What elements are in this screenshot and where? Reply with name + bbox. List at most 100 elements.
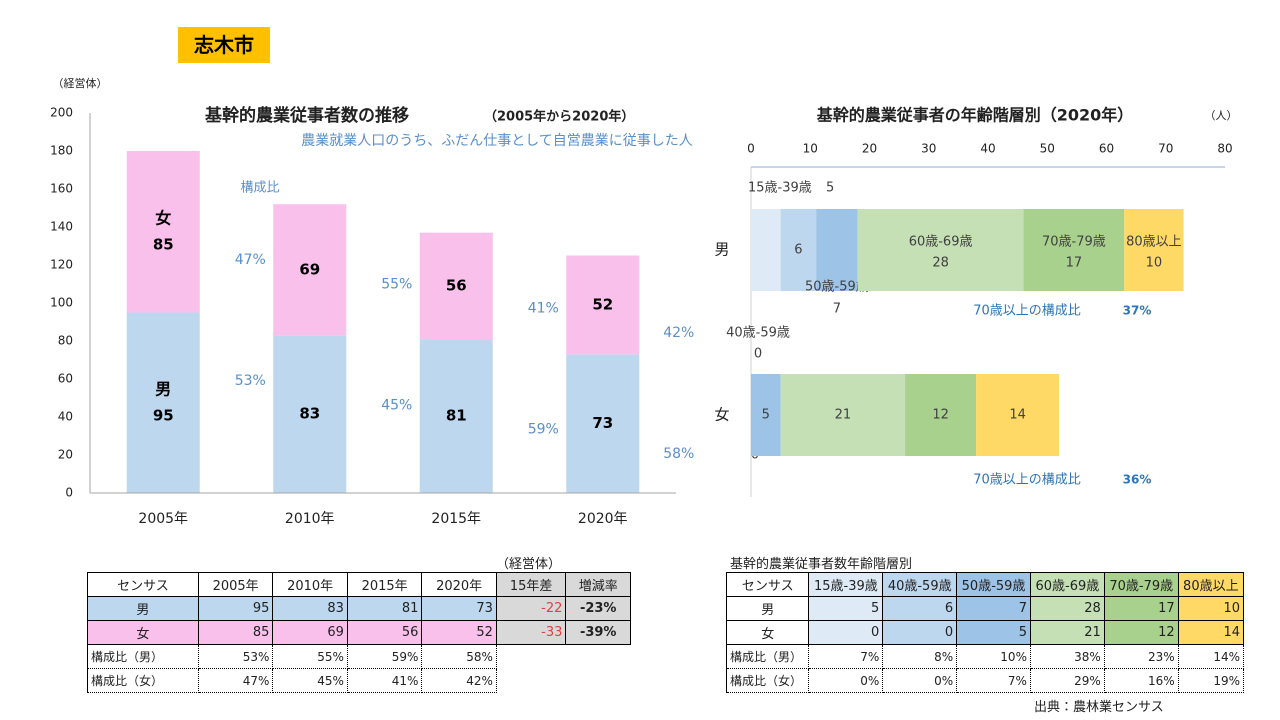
header-cell: 15歳-39歳 [808, 572, 884, 597]
bar-segment [566, 354, 640, 493]
y-tick-label: 120 [50, 258, 73, 272]
header-cell: 60歳-69歳 [1029, 572, 1105, 597]
y-tick-label: 160 [50, 182, 73, 196]
header-cell: 増減率 [565, 572, 631, 597]
x-tick-label: 0 [747, 142, 755, 156]
x-tick-label: 60 [1099, 142, 1114, 156]
table-cell: 12 [1103, 620, 1179, 645]
segment-value-label: 73 [592, 414, 613, 432]
chart-title: 基幹的農業従事者の年齢階層別（2020年） [816, 106, 1134, 125]
segment-value-label: 85 [153, 235, 174, 253]
table-cell: 14 [1177, 620, 1245, 645]
table-row: 構成比（男） 7% 8% 10% 38% 23% 14% [725, 644, 1245, 669]
table-cell: 6 [882, 596, 958, 621]
y-tick-label: 20 [58, 448, 73, 462]
header-cell: 15年差 [495, 572, 567, 597]
table: センサス 2005年 2010年 2015年 2020年 15年差 増減率男 95 83 81 73… [87, 572, 631, 693]
segment-series-label: 70歳-79歳 [1042, 235, 1106, 250]
table-cell: 0 [808, 620, 884, 645]
table-cell: 0% [882, 668, 958, 693]
table-cell: 83 [272, 596, 348, 621]
table-row: 構成比（女） 47% 45% 41% 42% [87, 668, 631, 693]
bar-segment [857, 209, 1024, 291]
table-cell: 構成比（男） [87, 644, 199, 669]
x-tick-label: 80 [1217, 142, 1232, 156]
table-row: 女 85 69 56 52 -33 -39% [87, 620, 631, 645]
table-cell: -23% [565, 596, 631, 621]
table: センサス 15歳-39歳 40歳-59歳 50歳-59歳 60歳-69歳 70歳-79歳 8… [725, 572, 1245, 693]
table-cell: 42% [421, 668, 497, 693]
share-label: 41% [528, 301, 559, 317]
share-label: 53% [235, 373, 266, 389]
annotation: 70歳以上の構成比 [973, 473, 1081, 488]
table-row: 構成比（男） 53% 55% 59% 58% [87, 644, 631, 669]
y-tick-label: 男 [714, 241, 729, 259]
header-cell: センサス [725, 572, 810, 597]
table-cell: 5 [808, 596, 884, 621]
table-cell: 0% [808, 668, 884, 693]
bar-segment [273, 204, 347, 336]
segment-value-label: 17 [1066, 256, 1083, 271]
annotation: 70歳以上の構成比 [973, 304, 1081, 319]
table-cell: 男 [725, 596, 810, 621]
share-label: 42% [663, 325, 694, 341]
share-label: 47% [235, 252, 266, 268]
table-cell: 95 [197, 596, 274, 621]
segment-value-label: 5 [826, 181, 834, 196]
table-caption: （経営体） [496, 557, 562, 572]
header-cell: 70歳-79歳 [1103, 572, 1179, 597]
table-cell: 47% [197, 668, 274, 693]
x-tick-label: 10 [803, 142, 818, 156]
segment-value-label: 83 [299, 405, 320, 423]
source: 出典：農林業センサス [1034, 700, 1164, 715]
chart-subtitle: （2005年から2020年） [484, 109, 634, 125]
table-row: 女 0 0 5 21 12 14 [725, 620, 1245, 645]
table-cell: -22 [495, 596, 567, 621]
table-caption: 基幹的農業従事者数年齢階層別 [730, 557, 913, 572]
table-cell: 45% [272, 668, 348, 693]
table-cell: 73 [421, 596, 497, 621]
bar-segment [905, 374, 977, 456]
y-tick-label: 80 [58, 334, 73, 348]
bar-segment [1023, 209, 1125, 291]
bar-segment [566, 255, 640, 355]
bar-segment [780, 209, 817, 291]
segment-series-label: 80歳以上 [1126, 235, 1182, 250]
y-tick-label: 200 [50, 106, 73, 120]
table-cell: 10 [1177, 596, 1245, 621]
y-tick-label: 0 [65, 486, 73, 500]
bar-segment [126, 312, 200, 493]
bar-segment [816, 209, 858, 291]
x-tick-label: 20 [862, 142, 877, 156]
segment-value-label: 56 [446, 276, 467, 294]
segment-value-label: 81 [446, 407, 467, 425]
table-cell: 構成比（女） [87, 668, 199, 693]
bar-segment [419, 339, 493, 493]
segment-value-label: 95 [153, 406, 174, 424]
table-cell: 7% [808, 644, 884, 669]
y-tick-label: 40 [58, 410, 73, 424]
share-title: 構成比 [240, 181, 279, 196]
table-cell: 58% [421, 644, 497, 669]
table-cell: 7% [956, 668, 1031, 693]
bar-segment [976, 374, 1060, 456]
y-tick-label: 60 [58, 372, 73, 386]
bar-segment [751, 209, 781, 291]
segment-series-label: 男 [155, 379, 171, 398]
table-cell: 女 [87, 620, 199, 645]
table-cell: 55% [272, 644, 348, 669]
segment-series-label: 40歳-59歳 [726, 326, 790, 341]
table-cell: 0 [882, 620, 958, 645]
table-cell: 69 [272, 620, 348, 645]
header-cell: 2005年 [197, 572, 274, 597]
header-cell: 2010年 [272, 572, 348, 597]
annotation-value: 37% [1123, 304, 1152, 318]
table-cell: 38% [1029, 644, 1105, 669]
table-cell: 10% [956, 644, 1031, 669]
segment-value-label: 69 [299, 260, 320, 278]
header-cell: 50歳-59歳 [956, 572, 1031, 597]
x-tick-label: 2020年 [578, 511, 628, 527]
share-label: 58% [663, 446, 694, 462]
table-cell: 14% [1177, 644, 1245, 669]
